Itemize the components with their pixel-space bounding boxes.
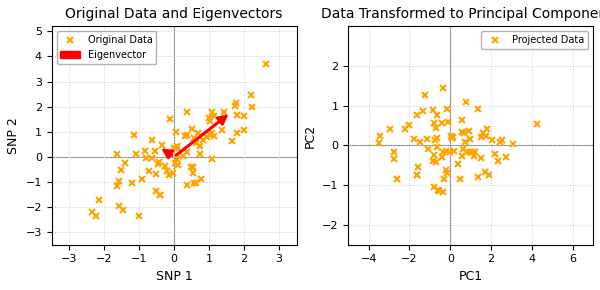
Title: Data Transformed to Principal Components: Data Transformed to Principal Components — [321, 7, 600, 21]
X-axis label: SNP 1: SNP 1 — [156, 270, 193, 283]
X-axis label: PC1: PC1 — [458, 270, 483, 283]
Y-axis label: SNP 2: SNP 2 — [7, 117, 20, 154]
Legend: Original Data, Eigenvector: Original Data, Eigenvector — [56, 31, 157, 64]
Legend: Projected Data: Projected Data — [481, 31, 588, 49]
Title: Original Data and Eigenvectors: Original Data and Eigenvectors — [65, 7, 283, 21]
Y-axis label: PC2: PC2 — [304, 124, 316, 148]
